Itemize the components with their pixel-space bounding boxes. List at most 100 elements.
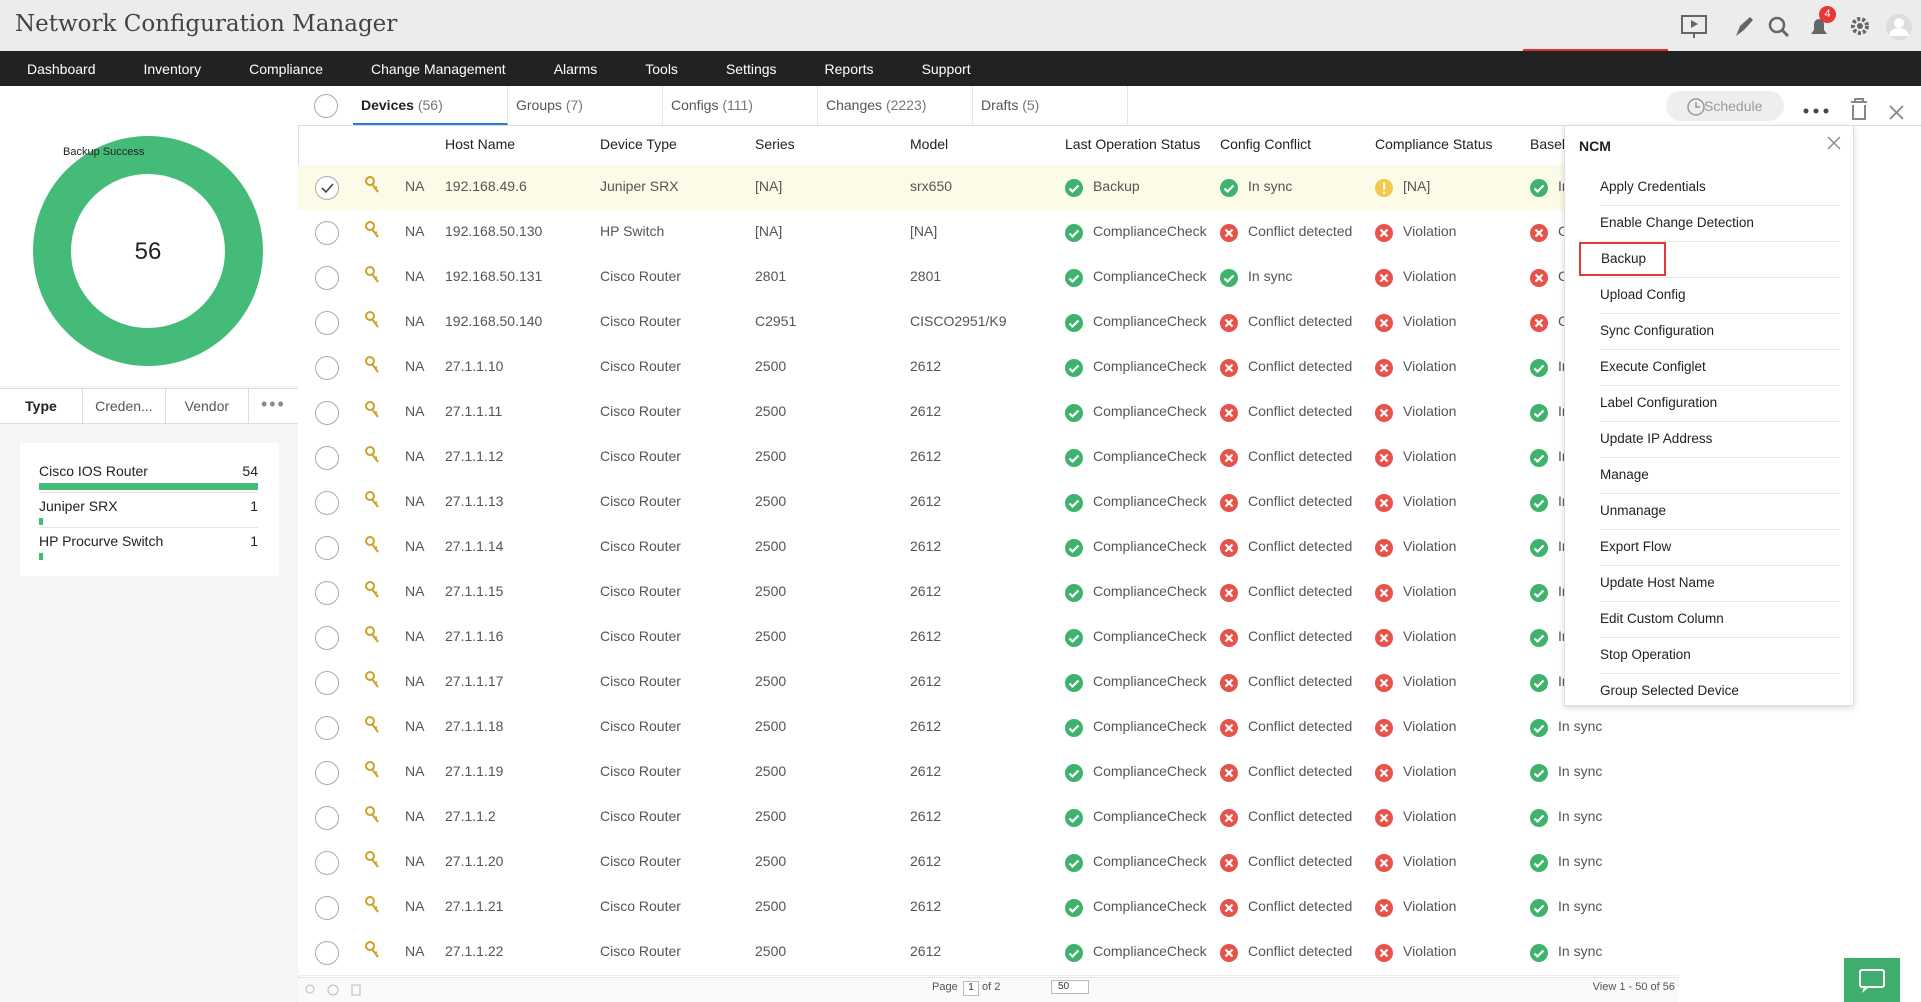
filter-more[interactable]: ••• bbox=[260, 394, 286, 414]
table-row[interactable] bbox=[298, 705, 1679, 751]
chat-button[interactable] bbox=[1844, 958, 1900, 1002]
row-checkbox[interactable] bbox=[315, 671, 339, 695]
table-row[interactable] bbox=[298, 570, 1679, 616]
menu-item[interactable]: Unmanage bbox=[1600, 503, 1667, 518]
row-checkbox[interactable] bbox=[315, 851, 339, 875]
nav-item[interactable]: Support bbox=[921, 60, 971, 77]
table-row[interactable] bbox=[298, 300, 1679, 346]
nav-item[interactable]: Reports bbox=[824, 60, 874, 77]
nav-item[interactable]: Compliance bbox=[249, 60, 324, 77]
menu-item[interactable]: Edit Custom Column bbox=[1600, 611, 1724, 626]
menu-item[interactable]: Backup bbox=[1579, 242, 1666, 276]
tab[interactable]: Changes (2223) bbox=[818, 86, 973, 125]
row-checkbox[interactable] bbox=[315, 176, 339, 200]
table-row[interactable] bbox=[298, 525, 1679, 571]
header-icons[interactable] bbox=[1670, 10, 1920, 44]
cell: 2801 bbox=[755, 268, 787, 284]
select-all[interactable] bbox=[314, 94, 338, 118]
toolbar-icons[interactable] bbox=[1800, 96, 1910, 122]
menu-item[interactable]: Enable Change Detection bbox=[1600, 215, 1754, 230]
tab[interactable]: Groups (7) bbox=[508, 86, 663, 125]
filter-tab[interactable]: Type bbox=[0, 389, 83, 423]
donut bbox=[33, 136, 263, 366]
cell: [NA] bbox=[910, 223, 938, 239]
menu-item[interactable]: Update Host Name bbox=[1600, 575, 1715, 590]
menu-item[interactable]: Execute Configlet bbox=[1600, 359, 1706, 374]
tab[interactable]: Drafts (5) bbox=[973, 86, 1128, 125]
row-checkbox[interactable] bbox=[315, 356, 339, 380]
per-page-select[interactable]: 50 bbox=[1051, 980, 1089, 994]
row-checkbox[interactable] bbox=[315, 221, 339, 245]
table-row[interactable] bbox=[298, 840, 1679, 886]
menu-item[interactable]: Manage bbox=[1600, 467, 1649, 482]
status-icon bbox=[1530, 179, 1548, 202]
table-row[interactable] bbox=[298, 480, 1679, 526]
nav-item[interactable]: Settings bbox=[725, 60, 777, 77]
menu-item[interactable]: Export Flow bbox=[1600, 539, 1672, 554]
filter-tab[interactable]: Creden... bbox=[83, 389, 166, 423]
column-header: Series bbox=[755, 136, 795, 152]
footer-tools[interactable] bbox=[302, 982, 362, 998]
menu-item[interactable]: Stop Operation bbox=[1600, 647, 1691, 662]
row-checkbox[interactable] bbox=[315, 266, 339, 290]
row-checkbox[interactable] bbox=[315, 401, 339, 425]
table-row[interactable] bbox=[298, 435, 1679, 481]
cell: 27.1.1.18 bbox=[445, 718, 504, 734]
nav-item[interactable]: Dashboard bbox=[27, 60, 96, 77]
table-row[interactable] bbox=[298, 210, 1679, 256]
table-row[interactable] bbox=[298, 795, 1679, 841]
cell: Violation bbox=[1403, 853, 1457, 869]
row-checkbox[interactable] bbox=[315, 941, 339, 965]
menu-sep bbox=[1600, 313, 1840, 314]
table-row[interactable] bbox=[298, 255, 1679, 301]
status-icon bbox=[1220, 314, 1238, 337]
cell: 27.1.1.22 bbox=[445, 943, 504, 959]
table-row[interactable] bbox=[298, 660, 1679, 706]
menu-item[interactable]: Upload Config bbox=[1600, 287, 1686, 302]
page-input[interactable]: 1 bbox=[963, 981, 979, 996]
menu-item[interactable]: Apply Credentials bbox=[1600, 179, 1706, 194]
device-icon bbox=[364, 896, 380, 919]
device-icon bbox=[364, 446, 380, 469]
table-row[interactable] bbox=[298, 885, 1679, 931]
filter-tab[interactable]: Vendor bbox=[166, 389, 249, 423]
row-checkbox[interactable] bbox=[315, 626, 339, 650]
row-checkbox[interactable] bbox=[315, 491, 339, 515]
table-row[interactable] bbox=[298, 930, 1679, 976]
row-checkbox[interactable] bbox=[315, 896, 339, 920]
table-row[interactable] bbox=[298, 390, 1679, 436]
tab[interactable]: Devices (56) bbox=[353, 86, 508, 125]
menu-item[interactable]: Sync Configuration bbox=[1600, 323, 1715, 338]
row-checkbox[interactable] bbox=[315, 446, 339, 470]
nav-item[interactable]: Alarms bbox=[553, 60, 598, 77]
row-checkbox[interactable] bbox=[315, 761, 339, 785]
menu-close[interactable] bbox=[1827, 136, 1841, 155]
menu-item[interactable]: Label Configuration bbox=[1600, 395, 1718, 410]
row-checkbox[interactable] bbox=[315, 536, 339, 560]
table-row[interactable] bbox=[298, 615, 1679, 661]
status-icon bbox=[1220, 584, 1238, 607]
table-row[interactable] bbox=[298, 750, 1679, 796]
menu-item[interactable]: Group Selected Device bbox=[1600, 683, 1739, 698]
cell: Conflict detected bbox=[1248, 808, 1353, 824]
device-icon bbox=[364, 806, 380, 829]
table-row[interactable] bbox=[298, 165, 1679, 211]
nav-item[interactable]: Tools bbox=[645, 60, 678, 77]
row-checkbox[interactable] bbox=[315, 716, 339, 740]
status-icon bbox=[1220, 629, 1238, 652]
menu-item[interactable]: Update IP Address bbox=[1600, 431, 1713, 446]
cell: NA bbox=[405, 718, 425, 734]
row-checkbox[interactable] bbox=[315, 311, 339, 335]
nav-item[interactable]: Change Management bbox=[371, 60, 506, 77]
tab[interactable]: Configs (111) bbox=[663, 86, 818, 125]
cell: ComplianceCheck bbox=[1093, 718, 1207, 734]
device-icon bbox=[364, 581, 380, 604]
row-checkbox[interactable] bbox=[315, 806, 339, 830]
table-row[interactable] bbox=[298, 345, 1679, 391]
schedule-button[interactable]: Schedule bbox=[1666, 91, 1784, 121]
nav-item[interactable]: Inventory bbox=[143, 60, 202, 77]
cell: 2500 bbox=[755, 583, 787, 599]
row-checkbox[interactable] bbox=[315, 581, 339, 605]
cell: Conflict detected bbox=[1248, 448, 1353, 464]
